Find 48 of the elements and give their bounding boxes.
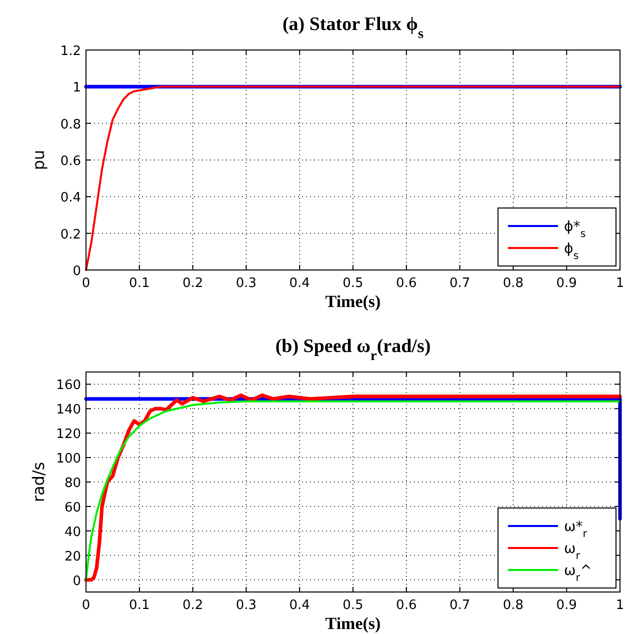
legend-label: ω*$_{r}$ [564,519,588,540]
y-tick-label: 0.6 [60,154,81,169]
line-series [85,86,621,271]
x-tick-label: 0.6 [396,276,417,291]
y-tick-label: 80 [64,476,81,491]
x-tick-label: 1 [616,598,624,613]
x-tick-label: 0.4 [289,598,310,613]
x-axis-title: Time(s) [325,292,381,311]
x-tick-label: 0.9 [556,276,577,291]
y-tick-label: 100 [56,452,81,467]
y-axis-title: rad/s [29,462,48,502]
x-tick-label: 0.4 [289,276,310,291]
y-tick-label: 40 [64,524,81,540]
y-tick-label: 140 [56,402,81,418]
y-tick-label: 60 [64,500,81,516]
x-tick-label: 0.7 [449,598,470,613]
y-tick-label: 160 [56,378,81,394]
legend-label: ω$_{r}$ [564,541,581,562]
y-tick-label: 0.4 [60,190,81,206]
x-axis-title: Time(s) [325,614,381,633]
x-tick-label: 0.9 [556,598,577,613]
y-tick-label: 0.8 [60,117,81,132]
y-tick-label: 0 [72,264,81,279]
x-tick-label: 0.8 [502,598,524,613]
legend-label: ω$_{r}$^ [564,563,592,584]
y-tick-label: 1 [72,80,81,96]
x-tick-label: 0.5 [342,598,364,613]
x-tick-label: 0.1 [129,276,150,291]
y-tick-label: 1.2 [60,44,81,59]
x-tick-label: 0.8 [502,276,524,291]
y-tick-label: 0 [72,574,81,589]
x-tick-label: 0.3 [236,276,257,291]
x-tick-label: 0.2 [182,598,204,613]
x-tick-label: 0.2 [182,276,204,291]
y-tick-label: 20 [64,549,81,564]
x-tick-label: 0.1 [129,598,150,613]
chart-title: (b) Speed ω$_{r}$(rad/s) [275,336,431,364]
chart-title: (a) Stator Flux ϕ$_{s}$ [282,14,424,42]
legend-label: ϕ*$_{s}$ [564,219,586,240]
x-tick-label: 0.6 [396,598,417,613]
legend-label: ϕ$_{s}$ [564,241,579,262]
x-tick-label: 0.3 [236,598,257,613]
x-tick-label: 1 [616,276,624,291]
y-tick-label: 0.2 [60,227,81,242]
x-tick-label: 0.5 [342,276,364,291]
y-tick-label: 120 [56,427,81,442]
x-tick-label: 0.7 [449,276,470,291]
y-axis-title: pu [29,150,48,170]
